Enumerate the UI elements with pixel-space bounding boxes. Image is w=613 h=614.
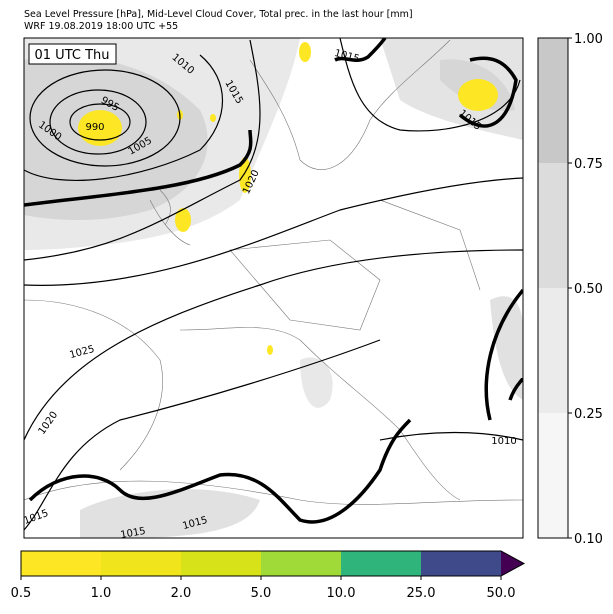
colorbar-segment bbox=[181, 551, 261, 576]
tick-label: 1.0 bbox=[91, 586, 112, 601]
colorbar-frame bbox=[20, 550, 526, 577]
tick-label: 0.50 bbox=[574, 282, 603, 297]
coastlines bbox=[24, 39, 523, 505]
time-box bbox=[28, 43, 117, 65]
tick-label: 1.00 bbox=[574, 32, 603, 47]
title-line: WRF 19.08.2019 18:00 UTC +55 bbox=[24, 21, 178, 32]
tick-label: 0.5 bbox=[11, 586, 32, 601]
contour-label: 1010 bbox=[491, 436, 516, 447]
title-line: Sea Level Pressure [hPa], Mid-Level Clou… bbox=[24, 9, 413, 20]
precip-colorbar bbox=[20, 550, 526, 577]
tick-label: 10.0 bbox=[327, 586, 356, 601]
cloud-colorbar-ticks: 1.00 0.75 0.50 0.25 0.10 bbox=[568, 32, 603, 547]
isobars bbox=[24, 38, 523, 531]
colorbar-segment bbox=[101, 551, 181, 576]
colorbar-segment bbox=[261, 551, 341, 576]
colorbar-segment bbox=[421, 551, 501, 576]
tick-label: 2.0 bbox=[171, 586, 192, 601]
tick-label: 25.0 bbox=[407, 586, 436, 601]
colorbar-segment bbox=[538, 163, 568, 288]
cloud-colorbar bbox=[537, 37, 569, 539]
map-frame bbox=[23, 37, 524, 539]
colorbar-segment bbox=[538, 413, 568, 538]
contour-label: 990 bbox=[85, 122, 104, 133]
colorbar-extension bbox=[501, 551, 524, 576]
colorbar-segment bbox=[21, 551, 101, 576]
contour-label: 1015 bbox=[120, 526, 147, 541]
map: 01 UTC Thu 1010 995 990 1000 1005 1015 1… bbox=[22, 37, 524, 541]
tick-label: 0.25 bbox=[574, 407, 603, 422]
colorbar-segment bbox=[341, 551, 421, 576]
precipitation bbox=[78, 42, 498, 355]
tick-label: 50.0 bbox=[487, 586, 516, 601]
tick-label: 0.10 bbox=[574, 532, 603, 547]
colorbar-segment bbox=[538, 288, 568, 413]
precip-colorbar-ticks: 0.5 1.0 2.0 5.0 10.0 25.0 50.0 bbox=[11, 576, 516, 601]
tick-label: 5.0 bbox=[251, 586, 272, 601]
colorbar-segment bbox=[538, 38, 568, 163]
thick-isobars bbox=[24, 38, 523, 524]
time-label: 01 UTC Thu bbox=[35, 48, 110, 63]
tick-label: 0.75 bbox=[574, 157, 603, 172]
